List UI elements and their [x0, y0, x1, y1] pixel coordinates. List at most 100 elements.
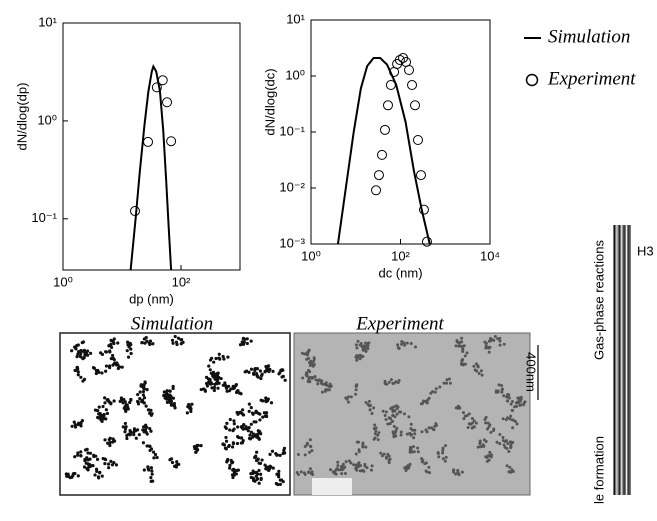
data-point [394, 55, 405, 66]
texture [474, 421, 478, 425]
y-tick-label: 10⁻¹ [31, 210, 57, 225]
texture [447, 377, 451, 381]
texture [402, 412, 406, 416]
texture [370, 464, 374, 468]
texture [199, 444, 203, 448]
texture [108, 436, 112, 440]
texture [266, 364, 271, 368]
texture [76, 451, 80, 455]
texture [488, 450, 492, 454]
texture [171, 341, 175, 345]
texture [266, 397, 270, 401]
texture [427, 426, 431, 430]
legend-label: Simulation [548, 26, 630, 47]
texture [367, 399, 371, 403]
texture [155, 455, 159, 460]
texture [511, 470, 515, 474]
texture [254, 435, 259, 439]
y-axis-label: dN/dlog(dc) [262, 68, 277, 135]
data-line [336, 56, 431, 245]
texture [134, 436, 138, 440]
texture [175, 460, 179, 464]
texture [162, 393, 166, 398]
scale-label: 400nm [524, 352, 539, 392]
texture [344, 396, 348, 400]
texture [189, 409, 193, 414]
texture [501, 387, 505, 391]
texture [312, 357, 316, 361]
texture [465, 351, 469, 355]
texture [478, 445, 482, 449]
texture [518, 403, 522, 407]
texture [397, 410, 401, 414]
texture [442, 381, 446, 385]
texture [99, 413, 104, 417]
texture [354, 452, 358, 456]
texture [84, 352, 88, 357]
texture [396, 343, 400, 347]
texture [511, 408, 515, 412]
texture [212, 385, 217, 390]
texture [175, 463, 179, 467]
texture [357, 448, 361, 452]
texture [86, 451, 90, 455]
texture [389, 378, 393, 382]
texture [173, 334, 177, 339]
texture [308, 438, 312, 442]
texture [74, 347, 78, 351]
texture [142, 401, 146, 405]
texture [483, 417, 487, 421]
texture [628, 225, 630, 495]
texture [495, 440, 499, 444]
texture [255, 477, 259, 481]
texture [502, 394, 506, 398]
texture [174, 340, 179, 344]
texture [400, 342, 404, 346]
texture [462, 417, 466, 421]
texture [487, 350, 491, 354]
texture [374, 429, 378, 433]
texture [270, 449, 275, 453]
texture [452, 468, 456, 472]
y-tick-label: 10⁻³ [279, 235, 305, 250]
texture [478, 439, 482, 443]
texture [492, 428, 496, 432]
texture [223, 425, 227, 429]
texture [128, 429, 132, 433]
texture [257, 481, 261, 485]
texture [362, 469, 366, 473]
texture [262, 411, 266, 415]
texture [101, 404, 105, 409]
texture [169, 457, 174, 461]
texture [463, 354, 467, 358]
texture [411, 428, 415, 432]
data-point [379, 124, 390, 135]
texture [228, 428, 232, 432]
texture [355, 346, 359, 350]
texture [361, 443, 365, 447]
texture [203, 389, 208, 393]
texture [185, 411, 189, 415]
texture [170, 460, 175, 465]
texture [498, 433, 502, 437]
texture [472, 419, 476, 423]
texture [207, 364, 211, 368]
texture [258, 461, 263, 466]
texture [390, 406, 394, 410]
data-point [404, 64, 415, 75]
texture [224, 386, 229, 390]
texture [402, 341, 406, 345]
texture [79, 420, 83, 425]
texture [190, 402, 194, 406]
data-point [376, 149, 387, 160]
texture [112, 337, 116, 341]
texture [505, 446, 509, 450]
texture [97, 405, 101, 409]
y-tick-label: 10¹ [38, 14, 57, 29]
texture [196, 443, 200, 448]
texture [223, 381, 227, 385]
texture [267, 468, 271, 472]
texture [307, 470, 311, 474]
texture [261, 399, 265, 403]
texture [369, 468, 373, 472]
